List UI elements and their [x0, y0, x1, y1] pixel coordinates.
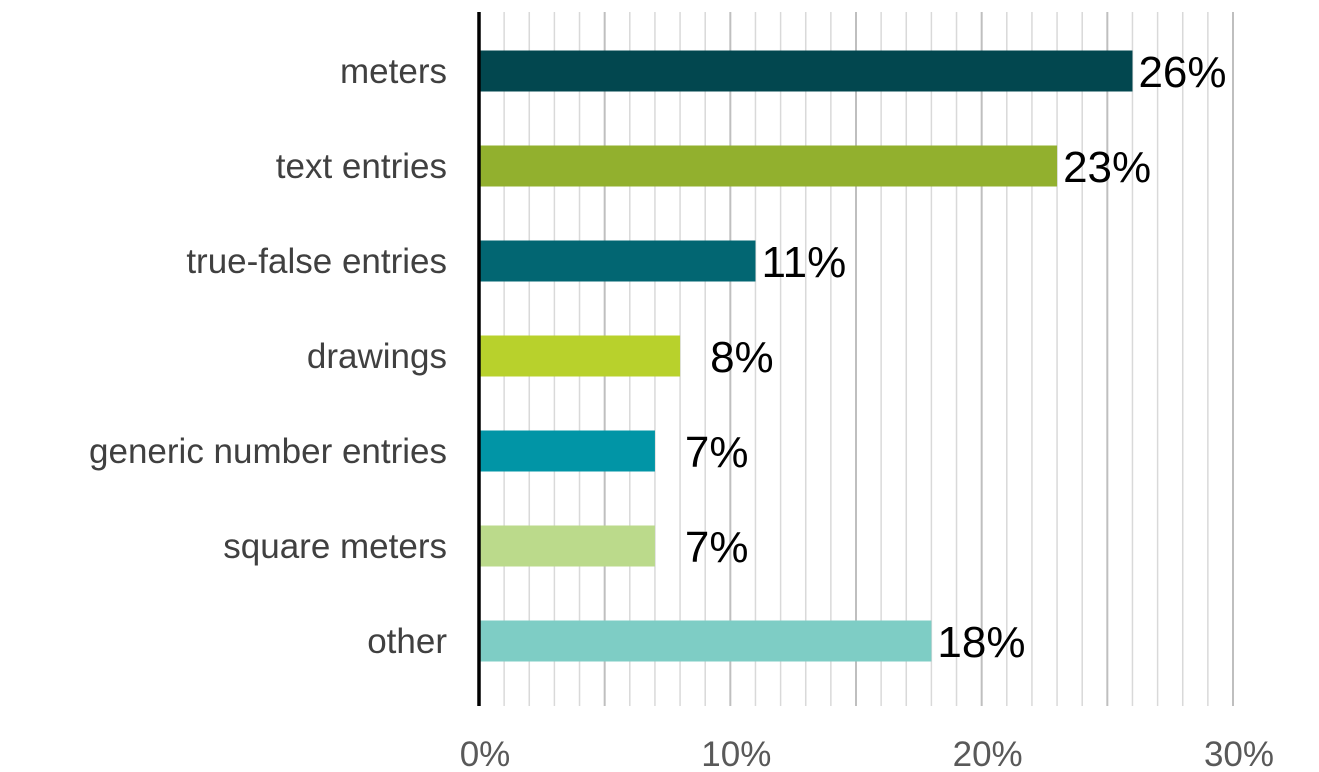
category-labels: meters text entries true-false entries draw… — [89, 52, 447, 661]
bar — [479, 430, 655, 472]
category-label: square meters — [223, 527, 447, 566]
bar — [479, 145, 1058, 187]
bar — [479, 50, 1133, 92]
bar — [479, 335, 681, 377]
data-label: 26% — [1138, 48, 1226, 97]
category-label: meters — [340, 52, 447, 91]
category-label: generic number entries — [89, 432, 447, 471]
data-label: 7% — [685, 428, 749, 477]
data-label: 18% — [937, 618, 1025, 667]
category-label: drawings — [307, 337, 447, 376]
gridlines — [503, 12, 1234, 706]
data-label: 7% — [685, 523, 749, 572]
x-tick-label: 30% — [1204, 735, 1274, 772]
category-label: true-false entries — [186, 242, 447, 281]
x-tick-label: 20% — [953, 735, 1023, 772]
data-label: 8% — [710, 333, 774, 382]
category-label: text entries — [276, 147, 447, 186]
bar — [479, 620, 932, 662]
x-tick-labels: 0% 10% 20% 30% — [460, 735, 1274, 772]
value-labels: 26% 23% 11% 8% 7% 7% 18% — [685, 48, 1227, 667]
data-label: 23% — [1063, 143, 1151, 192]
bar — [479, 240, 756, 282]
data-label: 11% — [761, 238, 846, 287]
bar — [479, 525, 655, 567]
x-tick-label: 0% — [460, 735, 511, 772]
category-label: other — [367, 622, 447, 661]
bars — [479, 50, 1133, 662]
x-tick-label: 10% — [701, 735, 771, 772]
